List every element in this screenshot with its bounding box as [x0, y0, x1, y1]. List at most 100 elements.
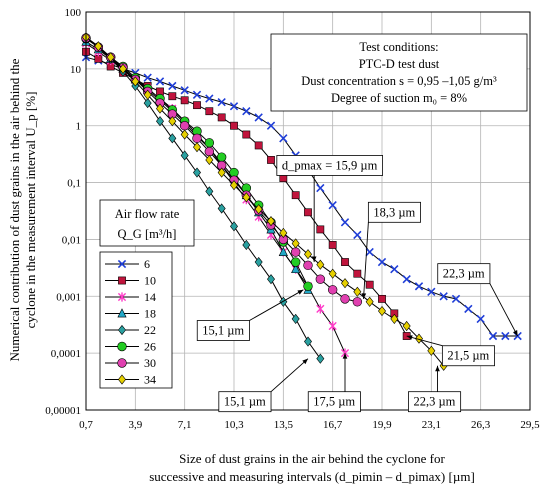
data-point	[378, 305, 386, 317]
data-point	[143, 73, 152, 82]
legend-entry-34: 34	[105, 373, 156, 387]
data-point	[304, 249, 312, 260]
data-point	[131, 76, 140, 87]
data-point	[402, 275, 411, 284]
y-tick-label: 0,00001	[45, 405, 81, 417]
data-point	[106, 52, 115, 63]
data-point	[327, 285, 338, 295]
data-point	[266, 121, 276, 130]
data-point	[304, 208, 312, 217]
x-axis-title-line1: Size of dust grains in the air behind th…	[179, 451, 445, 466]
data-point	[352, 297, 363, 307]
data-point	[119, 63, 127, 74]
x-tick-label: 13,5	[274, 419, 294, 431]
data-point	[180, 86, 189, 95]
legend-marker	[117, 341, 127, 352]
data-point	[427, 287, 436, 296]
data-point	[377, 257, 387, 267]
data-point	[217, 203, 226, 214]
annotation-label: d_pmax = 15,9 µm	[282, 158, 378, 172]
legend-label: 18	[144, 307, 156, 321]
data-point	[341, 258, 349, 266]
legend: Air flow rate Q_G [m³/h] 6 10 14 18 22 26 30 34	[99, 199, 195, 389]
annotation-arrowhead	[311, 256, 317, 263]
annotation-arrowhead	[302, 358, 308, 365]
annotation-arrowhead	[342, 353, 348, 359]
legend-label: 30	[144, 356, 156, 370]
data-point	[303, 260, 313, 271]
annotation-box	[218, 391, 272, 413]
annotation-label: 17,5 µm	[313, 395, 355, 409]
x-tick-label: 3,9	[128, 419, 142, 431]
data-point	[328, 201, 337, 210]
data-point	[267, 216, 275, 227]
data-point	[390, 264, 399, 274]
y-axis-title-line2: cyclone in the measurement interval U_p …	[23, 92, 38, 329]
annotation: d_pmax = 15,9 µm	[276, 155, 384, 263]
data-point	[193, 142, 201, 153]
annotation-arrow	[406, 335, 443, 347]
y-tick-label: 0,01	[62, 234, 81, 246]
annotation-arrowhead	[435, 365, 440, 372]
data-point	[180, 150, 189, 161]
annotation-label: 22,3 µm	[413, 395, 455, 409]
legend-entry-18: 18	[105, 307, 156, 321]
y-tick-label: 0,0001	[51, 348, 81, 360]
conditions-dust: PTC-D test dust	[359, 57, 440, 71]
annotation-arrow	[489, 283, 519, 337]
y-tick-label: 0,1	[67, 178, 81, 190]
annotation-arrowhead	[406, 335, 413, 340]
data-point	[328, 321, 337, 331]
data-point	[316, 353, 325, 364]
data-point	[254, 141, 263, 150]
data-point	[279, 227, 288, 239]
data-point	[193, 167, 201, 178]
data-point	[168, 92, 177, 101]
data-point	[303, 281, 313, 291]
data-point	[242, 192, 251, 203]
annotation-box	[307, 391, 361, 413]
data-point	[328, 268, 337, 279]
legend-label: 22	[144, 323, 156, 337]
x-tick-label: 29,5	[520, 419, 540, 431]
data-point	[192, 133, 202, 144]
annotation: 22,3 µm	[437, 263, 519, 337]
data-point	[168, 133, 177, 144]
annotation: 18,3 µm	[361, 201, 421, 299]
y-tick-label: 0,001	[56, 291, 81, 303]
data-point	[353, 269, 362, 278]
test-conditions-box: Test conditions: PTC-D test dust Dust co…	[270, 33, 528, 112]
legend-entry-30: 30	[105, 356, 156, 370]
data-point	[217, 167, 226, 178]
x-axis-title-line2: successive and measuring intervals (d_pi…	[149, 469, 475, 484]
data-point	[316, 225, 325, 234]
x-tick-label: 7,1	[178, 419, 192, 431]
annotation: 15,1 µm	[218, 358, 309, 413]
data-point	[414, 282, 424, 291]
annotation: 17,5 µm	[307, 353, 361, 413]
data-point	[328, 241, 337, 249]
data-point	[156, 103, 164, 114]
data-point	[341, 278, 349, 289]
legend-entry-6: 6	[105, 257, 150, 271]
data-point	[427, 345, 436, 356]
legend-marker	[118, 276, 126, 285]
legend-label: 26	[144, 340, 156, 354]
data-point	[217, 97, 226, 107]
data-point	[267, 274, 275, 285]
annotation-arrowhead	[361, 293, 367, 299]
data-point	[230, 180, 238, 191]
annotations: d_pmax = 15,9 µm 18,3 µm 22,3 µm 15,1 µm 21,…	[196, 155, 519, 413]
data-point	[192, 90, 202, 99]
data-point	[353, 230, 362, 240]
y-tick-label: 100	[65, 7, 82, 19]
data-point	[290, 257, 301, 267]
data-point	[168, 116, 177, 127]
data-point	[316, 304, 325, 314]
data-point	[451, 294, 461, 304]
data-point	[402, 320, 411, 332]
data-point	[476, 314, 485, 324]
data-point	[365, 280, 374, 289]
data-point	[205, 186, 214, 197]
